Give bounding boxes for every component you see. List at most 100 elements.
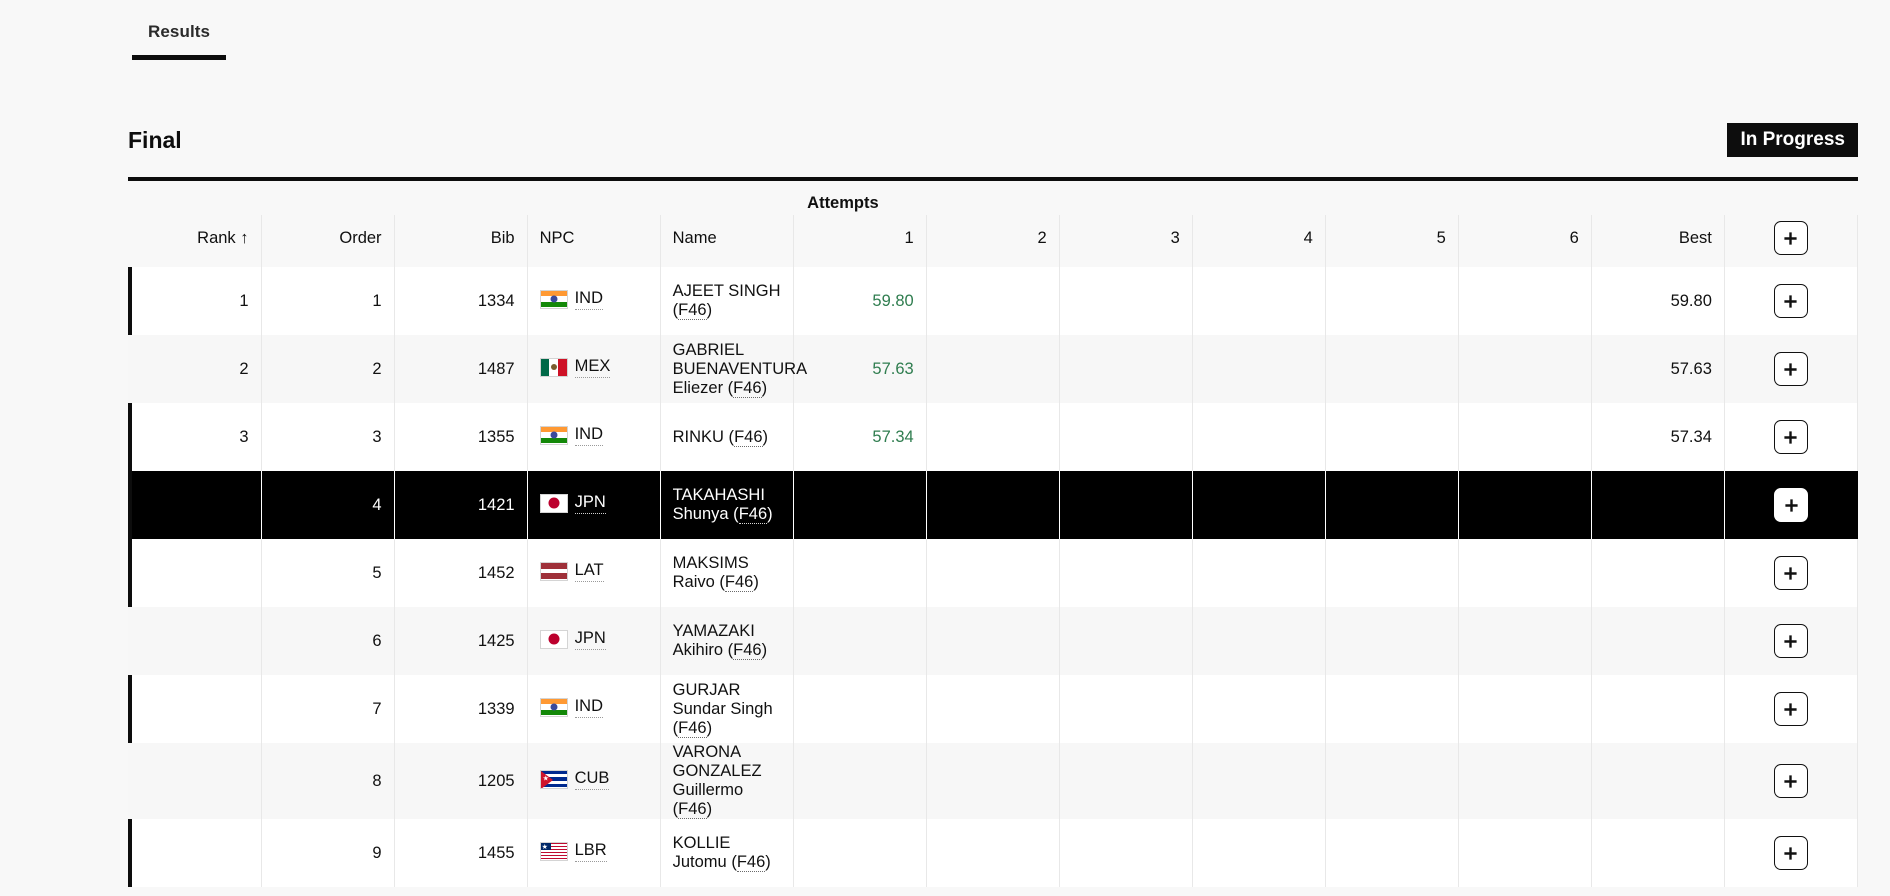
expand-row-button[interactable] xyxy=(1773,692,1808,726)
cell-attempt-2 xyxy=(926,743,1060,819)
table-row[interactable]: 3 3 1355 IND RINKU (F46) 57.34 57.34 xyxy=(128,403,1859,471)
attempts-group-label: Attempts xyxy=(793,181,1592,215)
cell-attempt-6 xyxy=(1458,471,1592,539)
table-head: Attempts Rank ↑ Order Bib NPC Name 1 2 3… xyxy=(128,181,1859,267)
cell-name: RINKU (F46) xyxy=(660,403,794,471)
cell-attempt-3 xyxy=(1059,675,1193,743)
cell-rank xyxy=(128,675,262,743)
table-row[interactable]: 9 1455 ★ LBR KOLLIE Jutomu (F46) xyxy=(128,819,1859,887)
flag-icon-ind xyxy=(539,289,568,309)
cell-bib: 1334 xyxy=(394,267,528,335)
npc-code: JPN xyxy=(574,629,606,650)
cell-bib: 1355 xyxy=(394,403,528,471)
cell-attempt-5 xyxy=(1325,335,1459,403)
table-row[interactable]: 4 1421 JPN TAKAHASHI Shunya (F46) xyxy=(128,471,1858,539)
cell-bib: 1452 xyxy=(394,539,528,607)
cell-npc: JPN xyxy=(527,607,661,675)
expand-row-button[interactable] xyxy=(1773,624,1808,658)
column-header-attempt-6[interactable]: 6 xyxy=(1458,215,1592,267)
sort-ascending-icon: ↑ xyxy=(240,228,249,247)
tab-bar: Results xyxy=(130,0,228,60)
sport-class: F46 xyxy=(678,718,707,738)
column-header-bib[interactable]: Bib xyxy=(394,215,528,267)
column-header-rank[interactable]: Rank ↑ xyxy=(128,215,262,267)
cell-order: 2 xyxy=(261,335,395,403)
column-header-name[interactable]: Name xyxy=(660,215,794,267)
expand-row-button[interactable] xyxy=(1773,836,1808,870)
table-row[interactable]: 6 1425 JPN YAMAZAKI Akihiro (F46) xyxy=(128,607,1859,675)
cell-best xyxy=(1591,675,1725,743)
flag-icon-ind xyxy=(539,697,568,717)
cell-attempt-3 xyxy=(1059,335,1193,403)
athlete-name: MAKSIMS Raivo xyxy=(672,554,749,591)
table-row[interactable]: 5 1452 LAT MAKSIMS Raivo (F46) xyxy=(128,539,1859,607)
cell-attempt-2 xyxy=(926,403,1060,471)
cell-best xyxy=(1591,607,1725,675)
column-header-attempt-5[interactable]: 5 xyxy=(1325,215,1459,267)
cell-attempt-1: 59.80 xyxy=(793,267,927,335)
cell-order: 9 xyxy=(261,819,395,887)
sport-class: F46 xyxy=(734,427,763,447)
cell-name: GABRIEL BUENAVENTURA Eliezer (F46) xyxy=(660,335,806,403)
cell-attempt-5 xyxy=(1325,267,1459,335)
cell-rank xyxy=(128,471,262,539)
cell-expand xyxy=(1724,471,1857,539)
column-header-attempt-4[interactable]: 4 xyxy=(1192,215,1326,267)
cell-attempt-4 xyxy=(1192,471,1326,539)
tab-results[interactable]: Results xyxy=(130,0,228,60)
cell-attempt-6 xyxy=(1458,675,1592,743)
cell-attempt-5 xyxy=(1325,607,1459,675)
cell-attempt-4 xyxy=(1192,267,1326,335)
header-divider xyxy=(128,177,1858,181)
cell-expand xyxy=(1724,743,1859,819)
cell-attempt-5 xyxy=(1325,403,1459,471)
cell-rank xyxy=(128,819,262,887)
table-body: 1 1 1334 IND AJEET SINGH (F46) 59.80 59.80 2 2 14… xyxy=(128,267,1859,887)
table-row[interactable]: 8 1205 ★ CUB VARONA GONZALEZ Guillermo (F46) xyxy=(128,743,1859,819)
table-row[interactable]: 1 1 1334 IND AJEET SINGH (F46) 59.80 59.80 xyxy=(128,267,1859,335)
expand-row-button[interactable] xyxy=(1773,284,1808,318)
cell-order: 1 xyxy=(261,267,395,335)
column-header-npc[interactable]: NPC xyxy=(527,215,661,267)
cell-best xyxy=(1591,743,1725,819)
column-header-best[interactable]: Best xyxy=(1591,215,1725,267)
table-row[interactable]: 2 2 1487 MEX GABRIEL BUENAVENTURA Eliezer (F… xyxy=(128,335,1859,403)
cell-best: 57.63 xyxy=(1591,335,1725,403)
cell-bib: 1421 xyxy=(394,471,528,539)
cell-attempt-3 xyxy=(1059,607,1193,675)
cell-attempt-1 xyxy=(793,819,927,887)
expand-row-button[interactable] xyxy=(1773,556,1808,590)
group-header-spacer xyxy=(128,181,794,215)
cell-expand xyxy=(1724,819,1859,887)
cell-name: MAKSIMS Raivo (F46) xyxy=(660,539,794,607)
athlete-name: AJEET SINGH xyxy=(672,282,781,300)
sport-class: F46 xyxy=(724,573,754,592)
table-row[interactable]: 7 1339 IND GURJAR Sundar Singh (F46) xyxy=(128,675,1859,743)
column-header-attempt-3[interactable]: 3 xyxy=(1059,215,1193,267)
expand-row-button[interactable] xyxy=(1774,488,1809,522)
cell-npc: ★ CUB xyxy=(527,743,661,819)
sport-class: F46 xyxy=(678,301,707,320)
column-header-attempt-1[interactable]: 1 xyxy=(793,215,927,267)
expand-row-button[interactable] xyxy=(1773,764,1808,798)
cell-order: 6 xyxy=(261,607,395,675)
expand-row-button[interactable] xyxy=(1773,352,1808,386)
cell-best xyxy=(1591,819,1725,887)
cell-attempt-4 xyxy=(1192,403,1326,471)
cell-attempt-4 xyxy=(1192,335,1326,403)
athlete-name: GABRIEL BUENAVENTURA Eliezer xyxy=(672,340,807,397)
npc-code: LAT xyxy=(574,561,604,582)
cell-npc: IND xyxy=(527,675,661,743)
expand-row-button[interactable] xyxy=(1773,420,1808,454)
cell-attempt-5 xyxy=(1325,743,1459,819)
npc-code: MEX xyxy=(574,357,611,378)
npc-code: JPN xyxy=(574,493,606,514)
cell-attempt-2 xyxy=(926,819,1060,887)
column-header-order[interactable]: Order xyxy=(261,215,395,267)
column-header-attempt-2[interactable]: 2 xyxy=(926,215,1060,267)
cell-name: AJEET SINGH (F46) xyxy=(660,267,794,335)
athlete-name: YAMAZAKI Akihiro xyxy=(672,622,755,659)
expand-all-button[interactable] xyxy=(1773,221,1808,255)
results-table: Attempts Rank ↑ Order Bib NPC Name 1 2 3… xyxy=(128,181,1859,887)
flag-icon-jpn xyxy=(539,629,568,649)
